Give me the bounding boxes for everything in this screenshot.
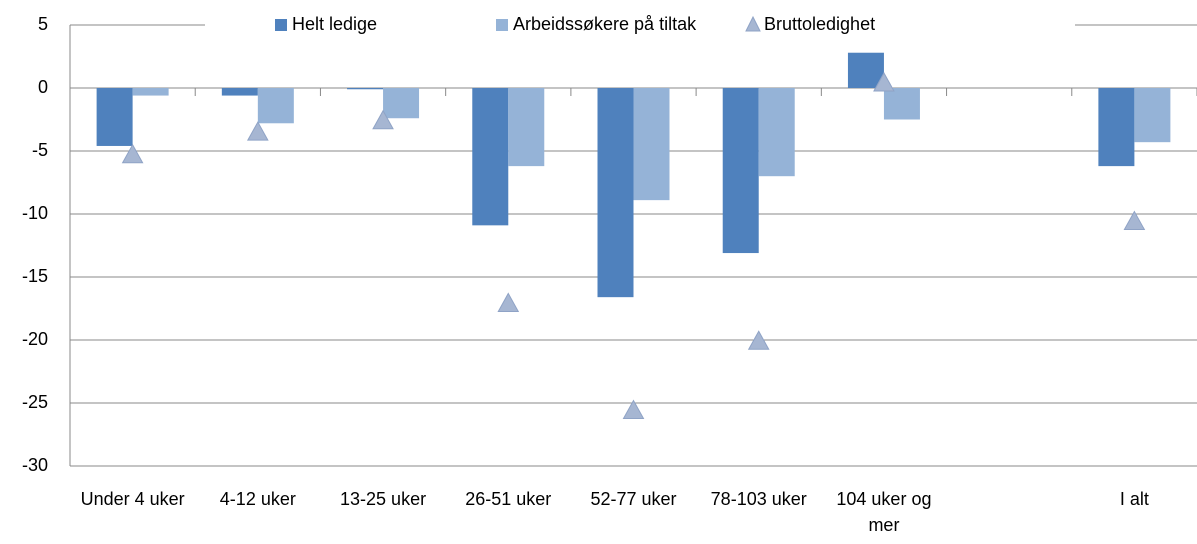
marker <box>497 292 520 312</box>
marker <box>372 109 394 130</box>
bar <box>722 88 759 254</box>
x-tick-label: 78-103 uker <box>710 489 807 509</box>
y-tick-label: -25 <box>22 392 48 412</box>
x-tick-label: 4-12 uker <box>219 489 296 509</box>
y-tick-label: -30 <box>22 455 48 475</box>
legend-label: Bruttoledighet <box>764 14 875 34</box>
y-tick-label: 0 <box>38 77 48 97</box>
marker <box>622 399 645 420</box>
bar <box>1134 88 1171 143</box>
bar <box>597 88 634 298</box>
y-tick-label: 5 <box>38 14 48 34</box>
bar <box>633 88 670 201</box>
bar <box>383 88 420 119</box>
marker <box>1123 210 1146 231</box>
x-tick-label: 13-25 uker <box>340 489 427 509</box>
bar <box>347 88 384 90</box>
bar <box>132 88 169 96</box>
y-tick-label: -10 <box>22 203 48 223</box>
legend-bg <box>205 8 1075 42</box>
legend-label: Helt ledige <box>292 14 377 34</box>
bar <box>847 52 884 88</box>
x-tick-label: 26-51 uker <box>465 489 552 509</box>
marker <box>246 121 269 141</box>
bar <box>883 88 920 120</box>
y-tick-label: -15 <box>22 266 48 286</box>
marker <box>747 330 770 350</box>
y-tick-label: -5 <box>32 140 48 160</box>
bar <box>1098 88 1135 167</box>
legend-swatch <box>275 19 287 31</box>
legend-swatch <box>496 19 508 31</box>
bar <box>472 88 509 226</box>
x-tick-label: I alt <box>1119 489 1149 509</box>
legend-swatch <box>745 15 761 32</box>
x-tick-label: 104 uker og mer <box>836 489 932 535</box>
marker <box>121 143 144 164</box>
bar <box>96 88 133 146</box>
bar <box>508 88 545 167</box>
x-tick-label: 52-77 uker <box>590 489 677 509</box>
legend-label: Arbeidssøkere på tiltak <box>513 14 697 34</box>
marker <box>873 71 895 92</box>
bar <box>257 88 294 124</box>
bar <box>221 88 258 96</box>
y-tick-label: -20 <box>22 329 48 349</box>
bar <box>758 88 795 177</box>
x-tick-label: Under 4 uker <box>80 489 185 509</box>
